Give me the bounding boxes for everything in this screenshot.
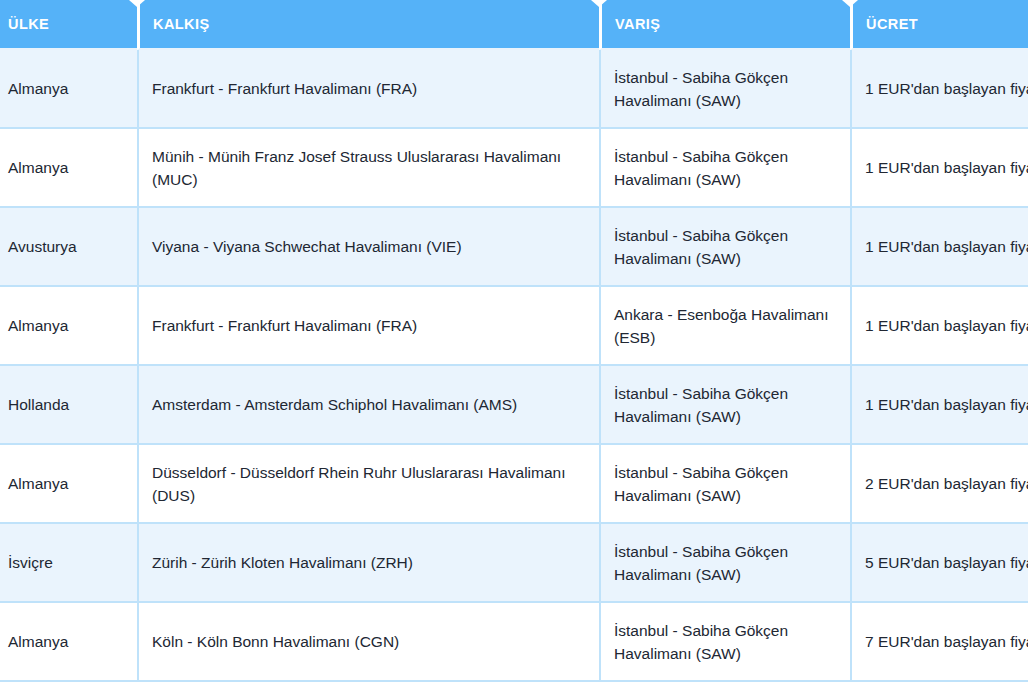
table-row: İsviçre Zürih - Zürih Kloten Havalimanı …	[0, 524, 1028, 603]
flight-prices-table: ÜLKE KALKIŞ VARIŞ ÜCRET Almanya Frankfur…	[0, 0, 1028, 682]
cell-price: 1 EUR'dan başlayan fiyatlarla	[850, 208, 1028, 287]
cell-departure: Frankfurt - Frankfurt Havalimanı (FRA)	[137, 287, 599, 366]
cell-departure: Münih - Münih Franz Josef Strauss Ulusla…	[137, 129, 599, 208]
cell-country: Avusturya	[0, 208, 137, 287]
cell-arrival: İstanbul - Sabiha Gökçen Havalimanı (SAW…	[599, 129, 850, 208]
cell-arrival: İstanbul - Sabiha Gökçen Havalimanı (SAW…	[599, 524, 850, 603]
table-row: Almanya Frankfurt - Frankfurt Havalimanı…	[0, 50, 1028, 129]
cell-country: Almanya	[0, 129, 137, 208]
cell-price: 1 EUR'dan başlayan fiyatlarla	[850, 129, 1028, 208]
cell-departure: Amsterdam - Amsterdam Schiphol Havaliman…	[137, 366, 599, 445]
table-header: ÜLKE KALKIŞ VARIŞ ÜCRET	[0, 0, 1028, 50]
cell-country: Hollanda	[0, 366, 137, 445]
cell-price: 1 EUR'dan başlayan fiyatlarla	[850, 50, 1028, 129]
cell-arrival: İstanbul - Sabiha Gökçen Havalimanı (SAW…	[599, 445, 850, 524]
table-row: Almanya Münih - Münih Franz Josef Straus…	[0, 129, 1028, 208]
cell-arrival: İstanbul - Sabiha Gökçen Havalimanı (SAW…	[599, 208, 850, 287]
cell-arrival: Ankara - Esenboğa Havalimanı (ESB)	[599, 287, 850, 366]
cell-arrival: İstanbul - Sabiha Gökçen Havalimanı (SAW…	[599, 50, 850, 129]
table-row: Hollanda Amsterdam - Amsterdam Schiphol …	[0, 366, 1028, 445]
cell-country: Almanya	[0, 287, 137, 366]
table-row: Almanya Köln - Köln Bonn Havalimanı (CGN…	[0, 603, 1028, 682]
cell-departure: Frankfurt - Frankfurt Havalimanı (FRA)	[137, 50, 599, 129]
cell-departure: Viyana - Viyana Schwechat Havalimanı (VI…	[137, 208, 599, 287]
cell-departure: Zürih - Zürih Kloten Havalimanı (ZRH)	[137, 524, 599, 603]
column-header-ucret: ÜCRET	[850, 0, 1028, 50]
column-header-ulke: ÜLKE	[0, 0, 137, 50]
cell-arrival: İstanbul - Sabiha Gökçen Havalimanı (SAW…	[599, 603, 850, 682]
cell-country: İsviçre	[0, 524, 137, 603]
flight-prices-viewport: ÜLKE KALKIŞ VARIŞ ÜCRET Almanya Frankfur…	[0, 0, 1028, 683]
cell-arrival: İstanbul - Sabiha Gökçen Havalimanı (SAW…	[599, 366, 850, 445]
table-row: Avusturya Viyana - Viyana Schwechat Hava…	[0, 208, 1028, 287]
column-header-kalkis: KALKIŞ	[137, 0, 599, 50]
cell-departure: Düsseldorf - Düsseldorf Rhein Ruhr Ulusl…	[137, 445, 599, 524]
table-body: Almanya Frankfurt - Frankfurt Havalimanı…	[0, 50, 1028, 682]
cell-country: Almanya	[0, 603, 137, 682]
cell-country: Almanya	[0, 445, 137, 524]
table-header-row: ÜLKE KALKIŞ VARIŞ ÜCRET	[0, 0, 1028, 50]
table-row: Almanya Frankfurt - Frankfurt Havalimanı…	[0, 287, 1028, 366]
cell-price: 2 EUR'dan başlayan fiyatlarla	[850, 445, 1028, 524]
cell-departure: Köln - Köln Bonn Havalimanı (CGN)	[137, 603, 599, 682]
table-row: Almanya Düsseldorf - Düsseldorf Rhein Ru…	[0, 445, 1028, 524]
column-header-varis: VARIŞ	[599, 0, 850, 50]
cell-country: Almanya	[0, 50, 137, 129]
cell-price: 1 EUR'dan başlayan fiyatlarla	[850, 287, 1028, 366]
cell-price: 1 EUR'dan başlayan fiyatlarla	[850, 366, 1028, 445]
cell-price: 7 EUR'dan başlayan fiyatlarla	[850, 603, 1028, 682]
cell-price: 5 EUR'dan başlayan fiyatlarla	[850, 524, 1028, 603]
